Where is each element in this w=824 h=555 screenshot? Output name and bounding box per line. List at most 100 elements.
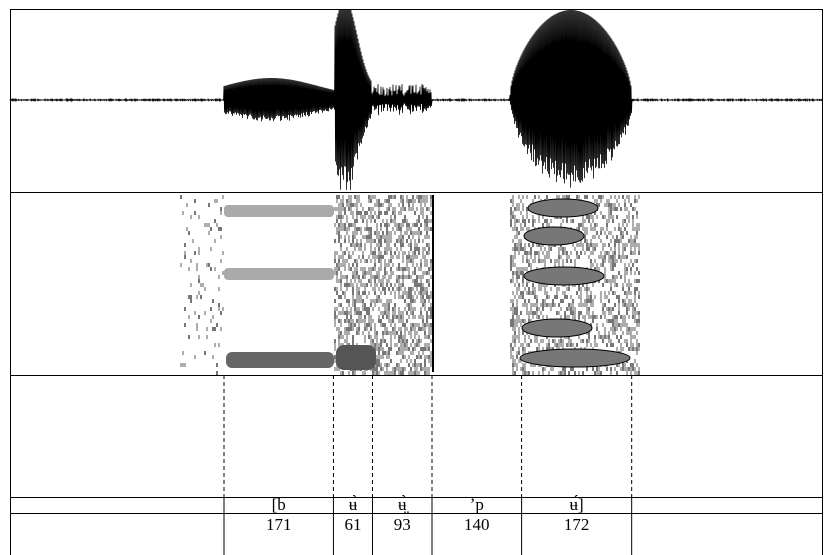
spectral-energy — [558, 343, 560, 347]
spectral-energy — [636, 303, 638, 307]
spectral-energy — [408, 275, 410, 279]
spectral-energy — [430, 315, 432, 319]
spectral-energy — [516, 267, 518, 271]
spectral-energy — [562, 259, 564, 263]
spectral-energy — [360, 227, 362, 231]
spectral-energy — [532, 215, 534, 219]
spectral-energy — [344, 283, 346, 287]
spectral-energy — [560, 299, 562, 303]
spectral-energy — [342, 259, 344, 263]
spectral-energy — [616, 347, 618, 351]
spectral-energy — [342, 223, 344, 227]
spectral-energy — [636, 223, 638, 227]
spectral-energy — [350, 223, 352, 227]
spectral-energy — [428, 355, 430, 359]
spectral-energy — [518, 287, 520, 291]
spectral-energy — [360, 211, 362, 215]
spectral-energy — [518, 319, 520, 323]
spectral-energy — [588, 299, 590, 303]
spectral-energy — [382, 335, 384, 339]
spectral-energy — [430, 259, 432, 263]
spectral-energy — [624, 263, 626, 267]
spectral-energy — [390, 343, 392, 347]
spectral-energy — [608, 279, 610, 283]
spectral-energy — [636, 231, 638, 235]
spectral-energy — [362, 303, 364, 307]
spectral-energy — [514, 251, 516, 255]
spectral-energy — [530, 247, 532, 251]
spectral-energy — [368, 271, 370, 275]
spectral-energy — [338, 327, 340, 331]
spectral-energy — [424, 307, 426, 311]
spectral-energy — [608, 255, 610, 259]
spectral-energy — [598, 267, 600, 271]
spectral-energy — [598, 203, 600, 207]
spectral-energy — [570, 303, 572, 307]
spectral-energy — [620, 335, 622, 339]
spectral-energy — [414, 371, 416, 375]
spectral-energy — [360, 239, 362, 243]
spectral-energy — [638, 343, 640, 347]
spectral-energy — [590, 303, 592, 307]
spectral-energy — [538, 219, 540, 223]
spectral-energy — [412, 311, 414, 315]
spectral-energy — [364, 275, 366, 279]
spectral-energy — [634, 335, 636, 339]
spectral-energy — [390, 331, 392, 335]
spectral-energy — [378, 307, 380, 311]
spectral-energy — [426, 263, 428, 267]
spectral-energy — [394, 211, 396, 215]
spectral-energy — [394, 323, 396, 327]
spectral-energy — [586, 299, 588, 303]
spectral-energy — [212, 315, 214, 319]
spectral-energy — [638, 279, 640, 283]
spectral-energy — [388, 307, 390, 311]
spectral-energy — [426, 227, 428, 231]
spectral-energy — [542, 367, 544, 371]
spectral-energy — [604, 259, 606, 263]
spectral-energy — [334, 207, 336, 211]
spectral-energy — [408, 331, 410, 335]
spectral-energy — [628, 347, 630, 351]
spectral-energy — [520, 223, 522, 227]
spectral-energy — [576, 291, 578, 295]
spectral-energy — [374, 331, 376, 335]
spectral-energy — [350, 203, 352, 207]
spectral-energy — [632, 207, 634, 211]
spectral-energy — [600, 227, 602, 231]
spectral-energy — [570, 219, 572, 223]
spectral-energy — [538, 259, 540, 263]
spectral-energy — [586, 307, 588, 311]
spectral-energy — [550, 219, 552, 223]
spectral-energy — [390, 371, 392, 375]
spectral-energy — [522, 219, 524, 223]
spectral-energy — [602, 259, 604, 263]
spectral-energy — [598, 235, 600, 239]
spectral-energy — [408, 363, 410, 367]
spectral-energy — [512, 335, 514, 339]
spectral-energy — [380, 203, 382, 207]
spectral-energy — [536, 339, 538, 343]
spectral-energy — [420, 339, 422, 343]
spectral-energy — [562, 195, 564, 199]
spectral-energy — [412, 271, 414, 275]
spectral-energy — [612, 251, 614, 255]
spectral-energy — [372, 255, 374, 259]
spectral-energy — [424, 219, 426, 223]
waveform-trace — [10, 10, 823, 190]
spectral-energy — [580, 243, 582, 247]
spectral-energy — [570, 307, 572, 311]
spectral-energy — [560, 307, 562, 311]
spectral-energy — [594, 295, 596, 299]
spectral-energy — [414, 307, 416, 311]
spectral-energy — [510, 299, 512, 303]
spectral-energy — [558, 251, 560, 255]
spectral-energy — [602, 215, 604, 219]
spectral-energy — [410, 231, 412, 235]
spectral-energy — [614, 323, 616, 327]
spectral-energy — [552, 339, 554, 343]
spectral-energy — [532, 283, 534, 287]
spectral-energy — [424, 303, 426, 307]
spectral-energy — [594, 243, 596, 247]
spectral-energy — [380, 223, 382, 227]
